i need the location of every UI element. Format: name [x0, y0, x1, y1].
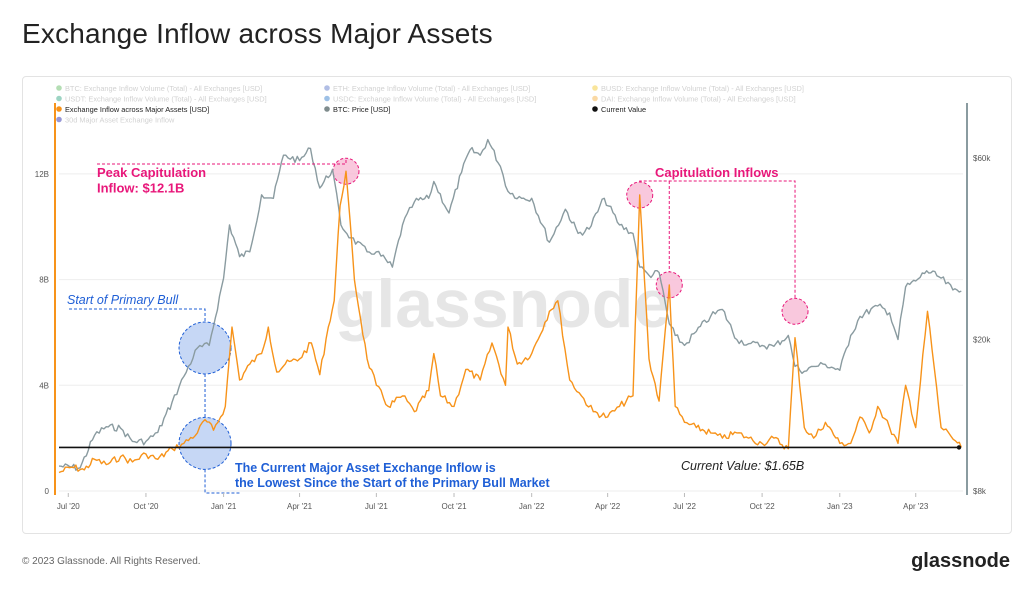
x-tick-label: Jan '21	[211, 502, 237, 511]
page-title: Exchange Inflow across Major Assets	[22, 18, 493, 49]
peak-annotation: Peak Capitulation Inflow: $12.1B	[97, 165, 206, 196]
bull-start-annotation: Start of Primary Bull	[67, 293, 179, 307]
legend-dot	[56, 95, 62, 102]
bull-start-price-circle	[178, 321, 232, 375]
watermark: glassnode	[335, 266, 671, 342]
y-left-tick-label: 4B	[39, 381, 49, 390]
legend-item: BUSD: Exchange Inflow Volume (Total) - A…	[592, 84, 804, 93]
x-tick-label: Jan '23	[827, 502, 853, 511]
legend-dot	[56, 85, 62, 91]
peak-guide-line	[97, 158, 347, 165]
legend-label: BTC: Exchange Inflow Volume (Total) - Al…	[65, 84, 262, 93]
lowest-annotation-line: the Lowest Since the Start of the Primar…	[235, 476, 550, 490]
y-left-tick-label: 8B	[39, 276, 49, 285]
legend-label: 30d Major Asset Exchange Inflow	[65, 116, 175, 125]
y-left-tick-label: 0	[45, 487, 50, 496]
legend-dot	[56, 106, 62, 112]
y-right-tick-label: $60k	[973, 154, 991, 163]
x-tick-label: Oct '20	[133, 502, 159, 511]
lowest-guide	[204, 469, 242, 494]
x-tick-label: Oct '22	[750, 502, 776, 511]
legend-label: BUSD: Exchange Inflow Volume (Total) - A…	[601, 84, 804, 93]
lowest-annotation: The Current Major Asset Exchange Inflow …	[235, 461, 550, 490]
legend-label: USDC: Exchange Inflow Volume (Total) - A…	[333, 95, 536, 104]
x-tick-label: Apr '23	[903, 502, 929, 511]
y-right-tick-label: $8k	[973, 487, 987, 496]
legend-item: DAI: Exchange Inflow Volume (Total) - Al…	[592, 95, 796, 104]
peak-annotation-line: Peak Capitulation	[97, 165, 206, 180]
footer-copyright: © 2023 Glassnode. All Rights Reserved.	[22, 556, 201, 567]
legend-item: Current Value	[592, 105, 646, 114]
grid	[59, 173, 963, 492]
annotation-layer-front: Peak Capitulation Inflow: $12.1B Capitulat…	[59, 158, 962, 494]
axes: 0 4B 8B 12B $8k $20k $60k Jul '20 Oct '20 Jan '21…	[35, 103, 991, 511]
x-tick-label: Oct '21	[441, 502, 467, 511]
current-value-annotation-line: Current Value: $1.65B	[681, 459, 804, 473]
y-left-tick-label: 12B	[35, 170, 49, 179]
legend-label: Current Value	[601, 105, 646, 114]
capitulation-highlight-circle	[781, 297, 809, 325]
legend-item: Exchange Inflow across Major Assets [USD…	[56, 105, 209, 114]
exchange-inflow-line	[58, 170, 962, 474]
x-tick-label: Jan '22	[519, 502, 545, 511]
legend-item: USDT: Exchange Inflow Volume (Total) - A…	[56, 95, 267, 104]
legend-item: ETH: Exchange Inflow Volume (Total) - Al…	[324, 84, 530, 93]
chart-svg: glassnode BTC: Exchange Inflow Volume (T…	[35, 84, 992, 511]
bull-start-annotation-line: Start of Primary Bull	[67, 293, 179, 307]
legend-dot	[324, 95, 330, 102]
chart-frame: glassnode BTC: Exchange Inflow Volume (T…	[22, 76, 1012, 534]
legend-dot	[324, 85, 330, 91]
x-tick-label: Jul '20	[57, 502, 80, 511]
x-tick-label: Apr '21	[287, 502, 313, 511]
legend-dot	[324, 106, 330, 112]
peak-annotation-line: Inflow: $12.1B	[97, 181, 184, 196]
y-right-tick-label: $20k	[973, 336, 991, 345]
x-tick-label: Apr '22	[595, 502, 621, 511]
legend-item: USDC: Exchange Inflow Volume (Total) - A…	[324, 95, 536, 104]
x-tick-label: Jul '22	[673, 502, 696, 511]
lowest-annotation-line: The Current Major Asset Exchange Inflow …	[235, 461, 496, 475]
bull-start-guide	[69, 308, 206, 322]
legend-label: Exchange Inflow across Major Assets [USD…	[65, 105, 209, 114]
legend-dot	[592, 106, 598, 112]
current-value-annotation: Current Value: $1.65B	[681, 459, 804, 473]
legend-label: USDT: Exchange Inflow Volume (Total) - A…	[65, 95, 267, 104]
legend-label: ETH: Exchange Inflow Volume (Total) - Al…	[333, 84, 530, 93]
legend-dot	[56, 116, 62, 123]
bull-start-inflow-circle	[178, 416, 232, 470]
current-value-marker	[956, 445, 962, 450]
x-tick-label: Jul '21	[365, 502, 388, 511]
series-layer	[58, 138, 962, 474]
legend: BTC: Exchange Inflow Volume (Total) - Al…	[56, 84, 804, 125]
capitulation-annotation: Capitulation Inflows	[655, 165, 779, 180]
legend-dot	[592, 95, 598, 102]
brand-logo[interactable]: glassnode	[911, 550, 1010, 572]
capitulation-annotation-line: Capitulation Inflows	[655, 165, 779, 180]
legend-item: BTC: Price [USD]	[324, 105, 391, 114]
btc-price-line	[58, 138, 962, 471]
legend-item: 30d Major Asset Exchange Inflow	[56, 116, 175, 125]
capitulation-bracket	[639, 180, 796, 299]
legend-item: BTC: Exchange Inflow Volume (Total) - Al…	[56, 84, 262, 93]
legend-dot	[592, 85, 598, 91]
legend-label: BTC: Price [USD]	[333, 105, 391, 114]
legend-label: DAI: Exchange Inflow Volume (Total) - Al…	[601, 95, 796, 104]
